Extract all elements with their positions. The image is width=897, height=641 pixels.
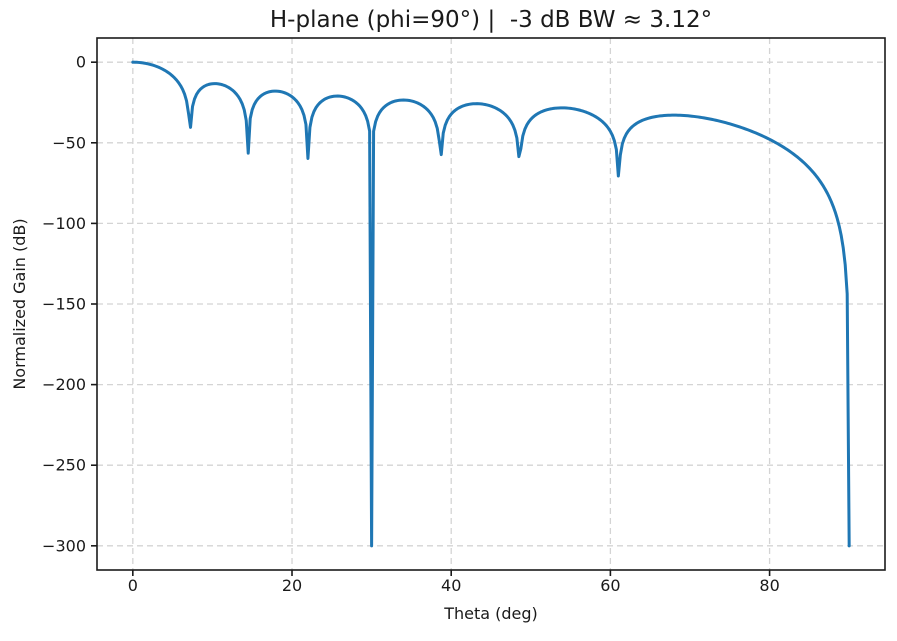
tick-label-layer: 0 20 40 60 80 0 −50 −100 −150 −200 −250 −300 [42, 53, 780, 595]
x-axis-label: Theta (deg) [443, 604, 538, 623]
grid-layer [97, 38, 885, 570]
chart-title: H-plane (phi=90°) | -3 dB BW ≈ 3.12° [270, 7, 712, 33]
y-tick-label: −250 [42, 456, 86, 475]
y-axis-label: Normalized Gain (dB) [10, 218, 29, 389]
x-tick-label: 20 [282, 576, 302, 595]
tick-layer [91, 61, 771, 576]
curve-layer [131, 60, 851, 548]
x-tick-label: 80 [759, 576, 779, 595]
x-tick-label: 60 [600, 576, 620, 595]
y-tick-label: 0 [76, 53, 86, 72]
x-tick-label: 0 [128, 576, 138, 595]
y-tick-label: −200 [42, 375, 86, 394]
x-tick-label: 40 [441, 576, 461, 595]
y-tick-label: −100 [42, 214, 86, 233]
y-tick-label: −300 [42, 536, 86, 555]
y-tick-label: −50 [52, 133, 86, 152]
y-tick-label: −150 [42, 295, 86, 314]
pattern-curve [131, 60, 851, 548]
